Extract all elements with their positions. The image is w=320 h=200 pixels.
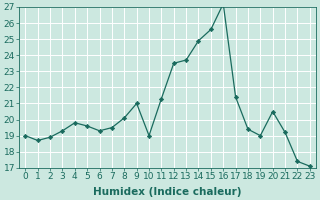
X-axis label: Humidex (Indice chaleur): Humidex (Indice chaleur) [93,187,242,197]
